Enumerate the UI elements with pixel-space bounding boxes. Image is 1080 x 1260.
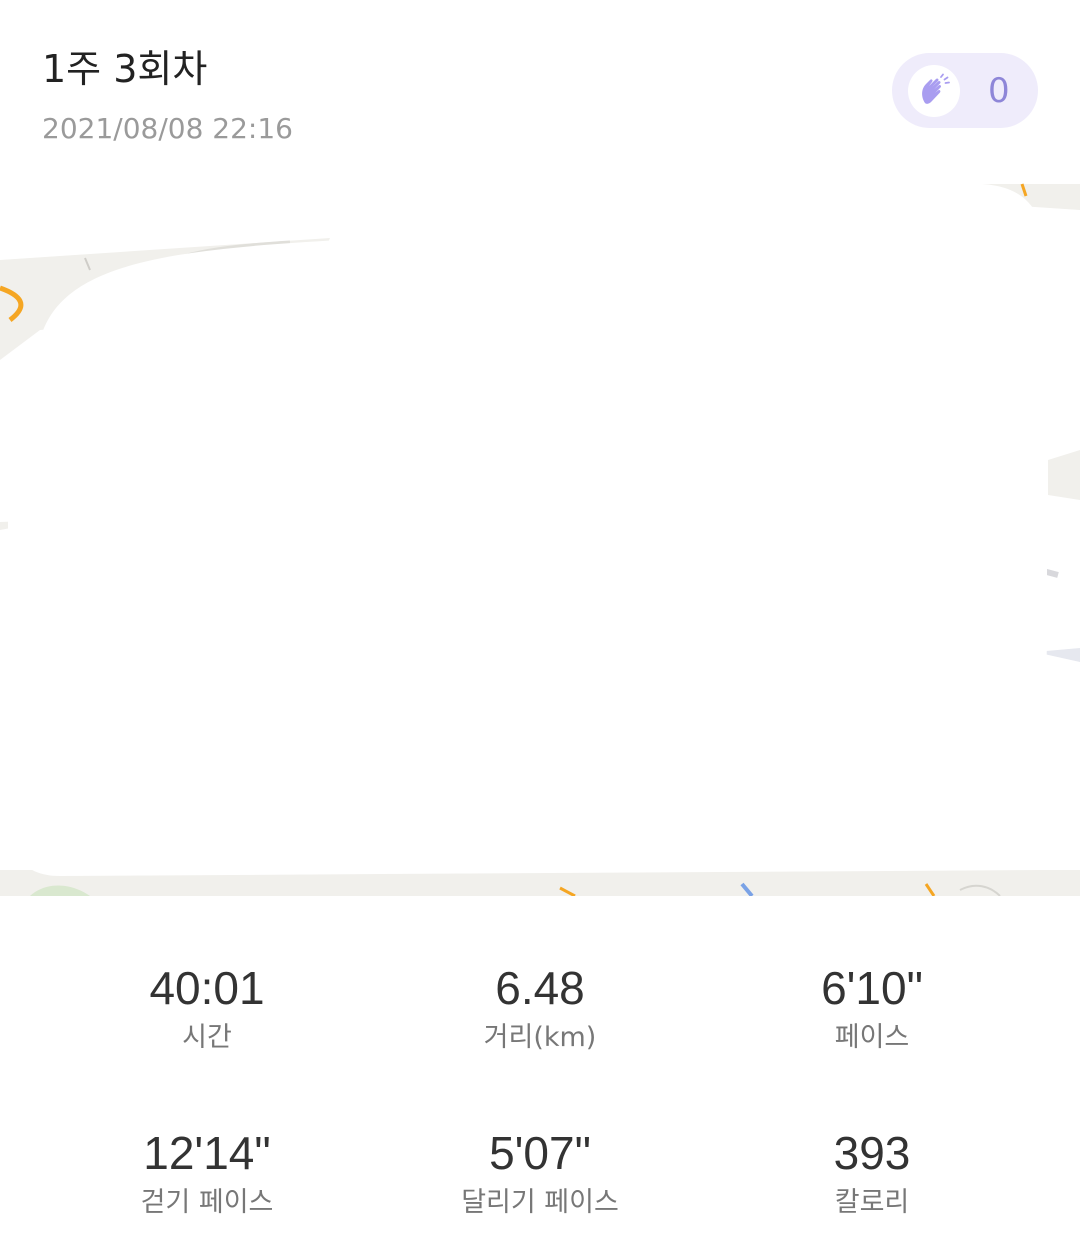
- map-terrain-patch: [1048, 450, 1080, 500]
- map-road: [740, 882, 754, 896]
- stat-calories: 393 칼로리: [707, 1125, 1037, 1221]
- page-title: 1주 3회차: [42, 47, 208, 91]
- stat-value: 393: [833, 1127, 911, 1179]
- map-road: [0, 285, 24, 322]
- map-overlay: [8, 183, 1049, 876]
- clap-count: 0: [988, 70, 1010, 111]
- stat-value: 6.48: [495, 962, 585, 1014]
- map-terrain-patch: [0, 870, 1080, 896]
- stat-value: 5'07": [489, 1127, 591, 1179]
- map-road: [84, 257, 91, 271]
- clap-button[interactable]: 0: [892, 53, 1038, 128]
- stat-pace: 6'10" 페이스: [707, 960, 1037, 1056]
- stat-label: 걷기 페이스: [140, 1187, 274, 1218]
- stat-time: 40:01 시간: [42, 960, 372, 1056]
- map-road: [924, 883, 936, 896]
- stat-run-pace: 5'07" 달리기 페이스: [375, 1125, 705, 1221]
- run-timestamp: 2021/08/08 22:16: [42, 112, 293, 145]
- clapping-hands-icon: [922, 73, 950, 104]
- stat-label: 칼로리: [834, 1187, 910, 1218]
- stat-value: 40:01: [149, 962, 265, 1014]
- map-road: [959, 884, 1001, 896]
- map-road: [559, 886, 576, 896]
- clap-icon-circle: [908, 64, 960, 117]
- stat-label: 시간: [182, 1022, 232, 1053]
- stats-grid: 40:01 시간 6.48 거리(km) 6'10" 페이스 12'14" 걷기…: [0, 896, 1080, 1260]
- stat-value: 6'10": [821, 962, 923, 1014]
- stat-value: 12'14": [143, 1127, 271, 1179]
- stat-label: 달리기 페이스: [461, 1187, 619, 1218]
- map-road: [1020, 183, 1028, 197]
- route-map[interactable]: [0, 170, 1080, 896]
- stat-label: 페이스: [834, 1022, 910, 1053]
- stat-walk-pace: 12'14" 걷기 페이스: [42, 1125, 372, 1221]
- map-park: [30, 885, 90, 896]
- stat-distance: 6.48 거리(km): [375, 960, 705, 1056]
- map-canvas: [0, 183, 1080, 896]
- stat-label: 거리(km): [483, 1022, 597, 1053]
